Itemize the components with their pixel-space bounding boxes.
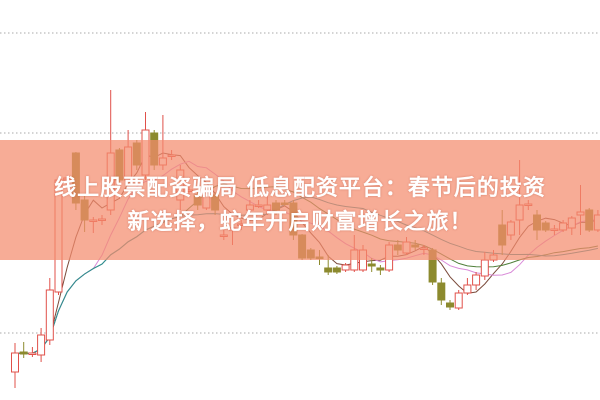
candle-up [37,334,46,356]
headline-line-1: 线上股票配资骗局 低息配资平台：春节后的投资 [54,176,546,201]
candle-down [332,267,341,273]
candle-up [480,259,489,277]
candle-down [324,267,333,273]
candle-up [11,352,19,373]
candle-up [45,289,54,341]
candle-down [437,282,446,301]
candle-down [446,302,454,308]
candle-down [367,263,376,267]
headline-line-2: 新选择，蛇年开启财富增长之旅！ [127,210,473,235]
candle-up [454,292,463,309]
candle-up [472,274,481,286]
candle-up [341,264,350,271]
candle-up [463,284,472,294]
candle-down [19,351,28,355]
title-banner [0,140,600,260]
candle-down [376,267,385,271]
candle-up [28,352,37,355]
